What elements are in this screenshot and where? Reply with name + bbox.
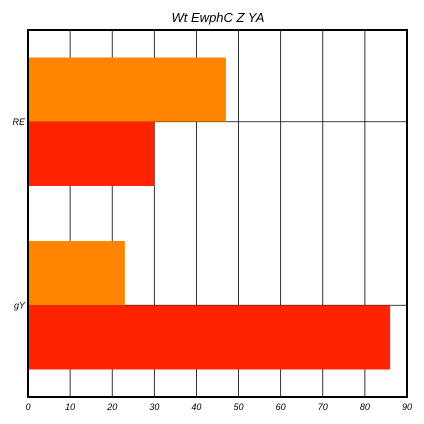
bar (28, 121, 155, 186)
x-tick-label: 90 (402, 402, 412, 412)
bar (28, 57, 226, 122)
x-tick-label: 70 (318, 402, 328, 412)
x-tick-label: 10 (65, 402, 75, 412)
bar (28, 241, 125, 306)
bar (28, 305, 391, 370)
y-tick-label: RE (12, 117, 25, 127)
chart-title: Wt EwphC Z YA (172, 10, 265, 25)
x-tick-labels: 0 10 20 30 40 50 60 70 80 90 (25, 402, 412, 412)
plot-frame (27, 29, 408, 398)
x-tick-label: 50 (234, 402, 244, 412)
x-tick-label: 30 (149, 402, 159, 412)
x-tick-label: 40 (191, 402, 201, 412)
x-tick-label: 20 (106, 402, 117, 412)
x-tick-label: 80 (360, 402, 370, 412)
y-tick-labels: RE gY (12, 117, 26, 311)
y-tick-label: gY (14, 300, 26, 310)
bars (28, 57, 391, 370)
x-tick-label: 0 (25, 402, 30, 412)
x-tick-label: 60 (276, 402, 286, 412)
